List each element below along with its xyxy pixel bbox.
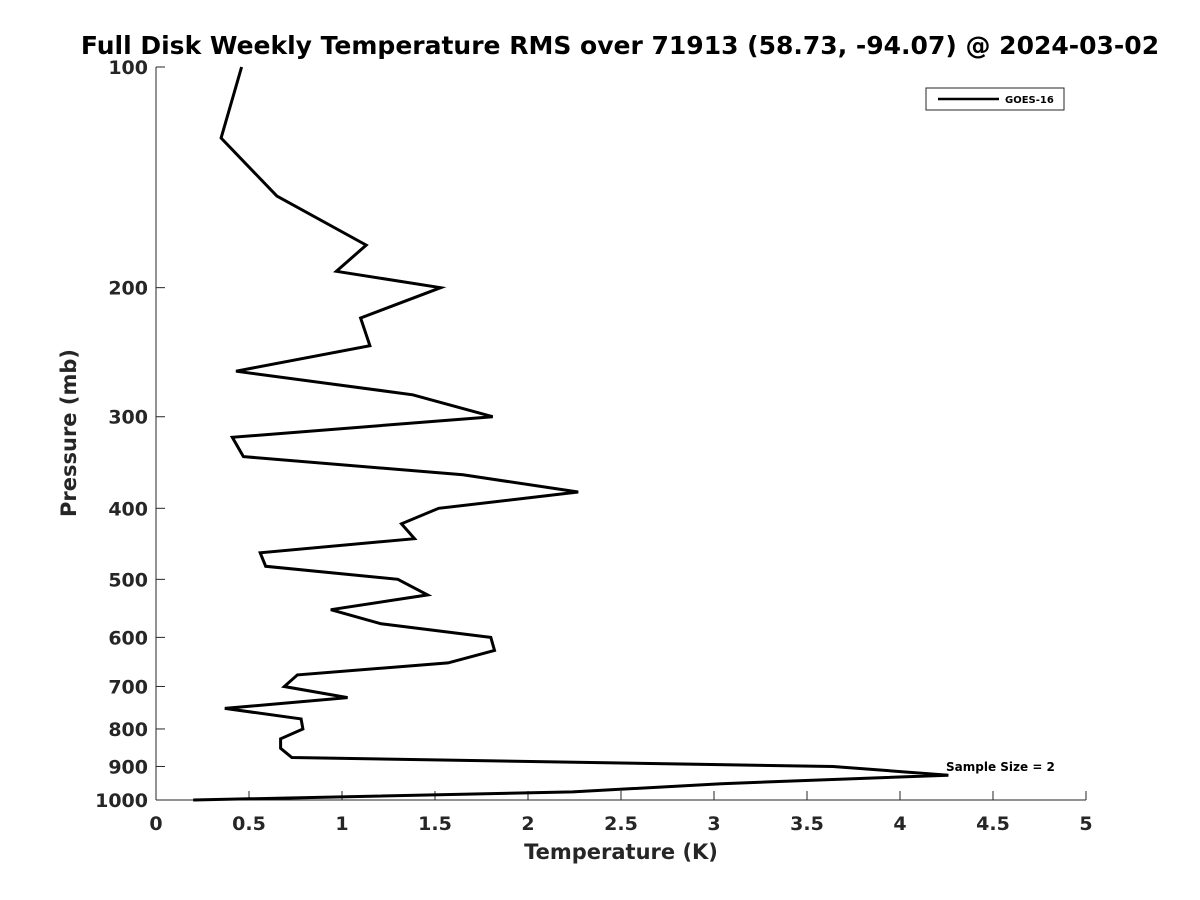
series-layer: [193, 66, 949, 802]
legend-label-goes16: GOES-16: [1005, 95, 1054, 106]
x-tick-label: 4: [893, 813, 906, 835]
x-tick-label: 2: [521, 813, 534, 835]
y-tick-label: 700: [108, 676, 148, 698]
x-tick-label: 1.5: [418, 813, 452, 835]
x-tick-label: 0: [149, 813, 162, 835]
x-axis-label: Temperature (K): [524, 840, 718, 864]
y-tick-label: 600: [108, 627, 148, 649]
y-tick-label: 200: [108, 278, 148, 300]
x-ticks: 0 0.5 1 1.5 2 2.5 3 3.5 4 4.5 5: [149, 791, 1093, 835]
y-tick-label: 100: [108, 57, 148, 79]
x-tick-label: 3: [707, 813, 720, 835]
y-tick-label: 400: [108, 498, 148, 520]
x-tick-label: 4.5: [976, 813, 1010, 835]
x-tick-label: 2.5: [604, 813, 638, 835]
sample-size-annotation: Sample Size = 2: [946, 760, 1055, 774]
x-tick-label: 0.5: [232, 813, 266, 835]
x-tick-label: 3.5: [790, 813, 824, 835]
plot-area: 0 0.5 1 1.5 2 2.5 3 3.5 4 4.5 5 100 200 300 400 500 600…: [95, 57, 1093, 835]
x-tick-label: 1: [335, 813, 348, 835]
y-ticks: 100 200 300 400 500 600 700 800 900 1000: [95, 57, 165, 812]
y-axis-label: Pressure (mb): [57, 349, 81, 517]
y-tick-label: 500: [108, 569, 148, 591]
y-tick-label: 800: [108, 719, 148, 741]
y-tick-label: 900: [108, 756, 148, 778]
series-line-goes-16: [193, 66, 949, 802]
legend: GOES-16: [925, 87, 1065, 111]
x-tick-label: 5: [1079, 813, 1092, 835]
y-tick-label: 1000: [95, 790, 148, 812]
chart-title: Full Disk Weekly Temperature RMS over 71…: [81, 31, 1159, 60]
y-tick-label: 300: [108, 407, 148, 429]
